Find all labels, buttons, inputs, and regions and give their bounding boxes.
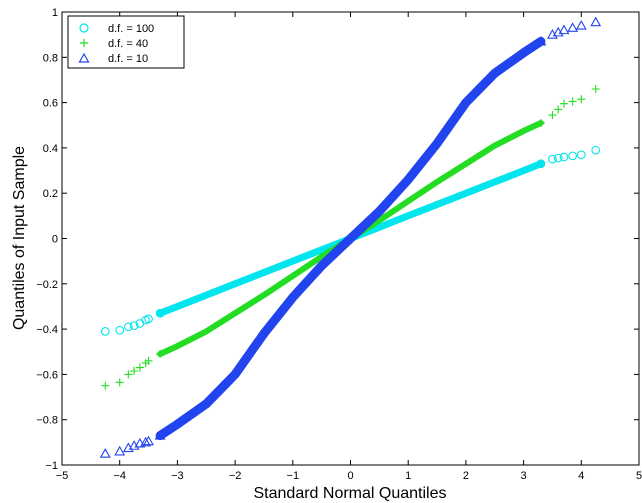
- data-point-circle: [591, 145, 601, 155]
- legend: d.f. = 100 d.f. = 40 d.f. = 10: [67, 15, 185, 69]
- data-point-triangle: [535, 35, 547, 46]
- data-point-plus: [536, 118, 545, 127]
- y-tick-label: 0.6: [43, 98, 58, 110]
- data-point-plus: [156, 350, 165, 359]
- data-point-triangle: [134, 437, 146, 448]
- x-tick-label: −3: [171, 470, 184, 482]
- data-point-triangle: [567, 22, 579, 32]
- legend-item-df100: d.f. = 100: [79, 23, 154, 35]
- legend-marker-circle: [79, 23, 89, 33]
- y-tick-label: −0.2: [36, 279, 58, 291]
- x-tick-label: 0: [347, 470, 353, 482]
- y-tick-label: 0: [52, 234, 58, 246]
- data-point-circle: [129, 321, 139, 331]
- data-point-triangle: [143, 435, 154, 446]
- data-point-plus: [135, 363, 144, 372]
- data-point-circle: [536, 159, 546, 169]
- data-point-triangle: [99, 448, 111, 458]
- x-tick-label: 3: [521, 470, 527, 482]
- data-point-plus: [144, 356, 153, 365]
- legend-label-df10: d.f. = 10: [108, 53, 148, 65]
- y-axis-label: Quantiles of Input Sample: [11, 146, 28, 330]
- data-point-plus: [568, 97, 577, 106]
- data-point-plus: [130, 367, 139, 376]
- legend-label-df40: d.f. = 40: [108, 38, 148, 50]
- data-point-plus: [124, 370, 133, 379]
- y-tick-label: −0.8: [36, 415, 58, 427]
- x-tick-label: 1: [405, 470, 411, 482]
- x-tick-label: 4: [578, 470, 584, 482]
- series-layer: [99, 16, 602, 458]
- legend-label-df100: d.f. = 100: [108, 23, 154, 35]
- y-tick-label: 1: [52, 7, 58, 19]
- data-point-circle: [553, 153, 563, 163]
- y-axis-ticks: −1 −0.8 −0.6 −0.4 −0.2 0 0.2 0.4 0.6 0.8 1: [36, 7, 639, 472]
- y-tick-label: 0.2: [43, 188, 58, 200]
- y-tick-label: −0.4: [36, 324, 58, 336]
- data-point-triangle: [575, 19, 587, 30]
- series-band: [155, 36, 546, 441]
- data-point-triangle: [114, 445, 126, 456]
- y-tick-label: 0.4: [43, 143, 58, 155]
- data-point-circle: [155, 308, 165, 318]
- data-point-circle: [124, 322, 133, 332]
- x-tick-label: −1: [287, 470, 300, 482]
- y-tick-label: 0.8: [43, 52, 58, 64]
- data-point-circle: [100, 327, 110, 336]
- data-point-plus: [101, 381, 110, 390]
- x-tick-label: −5: [56, 470, 69, 482]
- data-point-circle: [576, 150, 586, 160]
- x-tick-label: 2: [463, 470, 469, 482]
- data-point-circle: [548, 154, 557, 164]
- data-point-triangle: [558, 24, 570, 35]
- legend-marker-plus: [80, 39, 88, 47]
- data-point-circle: [559, 152, 569, 162]
- x-tick-label: −4: [113, 470, 126, 482]
- x-axis-label: Standard Normal Quantiles: [254, 485, 447, 502]
- data-point-triangle: [154, 429, 166, 440]
- data-point-circle: [144, 314, 153, 324]
- data-point-plus: [591, 85, 600, 94]
- data-point-plus: [577, 95, 586, 104]
- data-point-triangle: [590, 16, 602, 27]
- x-tick-label: −2: [229, 470, 242, 482]
- data-point-circle: [115, 325, 125, 335]
- legend-marker-triangle: [78, 52, 90, 63]
- data-point-triangle: [140, 436, 152, 447]
- data-point-plus: [548, 111, 557, 120]
- y-tick-label: −1: [45, 460, 58, 472]
- data-point-circle: [568, 151, 577, 161]
- legend-item-df40: d.f. = 40: [80, 38, 148, 50]
- x-axis-ticks: −5 −4 −3 −2 −1 0 1 2 3 4 5: [56, 12, 642, 482]
- legend-item-df10: d.f. = 10: [78, 52, 148, 65]
- y-tick-label: −0.6: [36, 369, 58, 381]
- x-tick-label: 5: [636, 470, 642, 482]
- data-point-plus: [559, 99, 568, 108]
- data-point-plus: [554, 105, 563, 114]
- data-point-plus: [115, 378, 124, 387]
- series-triangle: [99, 16, 602, 458]
